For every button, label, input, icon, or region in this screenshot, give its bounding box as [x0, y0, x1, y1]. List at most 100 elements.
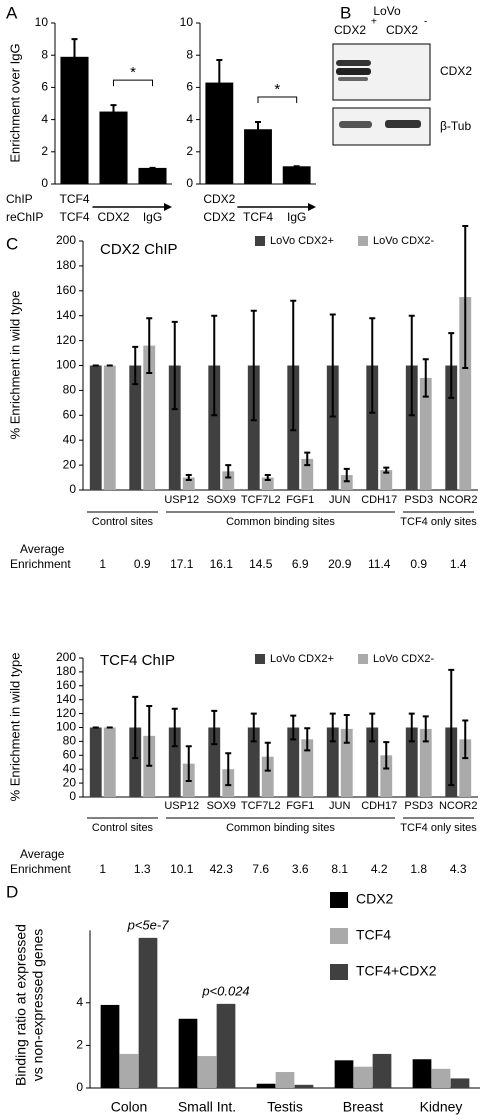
group-label: TCF4 only sites [400, 516, 477, 528]
chip-label: CDX2 [203, 192, 235, 206]
x-tick-label: Testis [267, 1099, 303, 1115]
bar [119, 1053, 139, 1088]
bar [326, 727, 339, 797]
x-tick-label: CDX2 [97, 210, 129, 224]
bar [103, 727, 116, 797]
average-enrichment: 20.9 [328, 557, 352, 571]
average-enrichment: 10.1 [170, 862, 194, 876]
y-tick-label: 80 [63, 734, 77, 748]
average-label: Enrichment [10, 862, 71, 876]
bar [99, 111, 128, 184]
y-tick-label: 10 [180, 15, 194, 29]
bar [326, 365, 339, 490]
y-tick-label: 100 [56, 720, 76, 734]
bar [138, 937, 158, 1088]
legend-swatch [358, 236, 368, 246]
bar [247, 365, 260, 490]
x-tick-label: IgG [143, 210, 162, 224]
legend-label: LoVo CDX2- [373, 235, 434, 247]
y-tick-label: 160 [56, 283, 76, 297]
bar [275, 1072, 295, 1088]
error-bar [71, 38, 78, 76]
error-bar [343, 467, 350, 483]
blot-cell-line: LoVo [373, 4, 401, 18]
error-bar [290, 714, 297, 741]
x-tick-label: USP12 [164, 800, 199, 812]
y-tick-label: 6 [41, 80, 48, 94]
y-tick-label: 120 [56, 333, 76, 347]
average-enrichment: 8.1 [331, 862, 348, 876]
panel-label: D [6, 882, 18, 901]
bar [138, 167, 167, 184]
x-tick-label: FGF1 [286, 494, 314, 506]
bar [334, 1060, 354, 1088]
error-bar [290, 299, 297, 432]
legend-label: TCF4+CDX2 [356, 963, 437, 979]
y-tick-label: 60 [63, 747, 77, 761]
bar [445, 365, 458, 490]
average-label: Average [20, 847, 65, 861]
error-bar [132, 345, 139, 386]
y-tick-label: 140 [56, 308, 76, 322]
bar [301, 458, 314, 490]
x-tick-label: USP12 [164, 494, 199, 506]
bar [178, 1018, 198, 1088]
annotation: p<5e-7 [127, 917, 170, 932]
bar [247, 727, 260, 797]
bar [412, 1059, 432, 1088]
bar [182, 477, 195, 490]
bar [287, 727, 300, 797]
y-axis-label: Enrichment over IgG [7, 43, 22, 162]
group-label: Common binding sites [226, 516, 335, 528]
average-label: Average [20, 542, 65, 556]
error-bar [110, 104, 117, 119]
legend-label: LoVo CDX2- [373, 653, 434, 665]
blot-lane: CDX2 [334, 23, 366, 37]
y-tick-label: 140 [56, 692, 76, 706]
error-bar [185, 474, 192, 482]
bar [100, 1004, 120, 1088]
error-bar [369, 712, 376, 743]
bar [366, 365, 379, 490]
error-bar [369, 317, 376, 414]
blot-band [336, 68, 371, 75]
annotation: p<0.024 [201, 983, 249, 998]
blot-band-label: β-Tub [440, 119, 471, 133]
panel-label: C [6, 234, 18, 253]
y-tick-label: 2 [41, 144, 48, 158]
x-tick-label: SOX9 [207, 494, 236, 506]
bar [380, 755, 393, 797]
x-tick-label: CDX2 [203, 210, 235, 224]
x-tick-label: TCF7L2 [241, 494, 281, 506]
annotation: * [130, 64, 136, 81]
error-bar [448, 668, 455, 787]
arrow-head [164, 203, 172, 211]
error-bar [422, 715, 429, 743]
chart-title: CDX2 ChIP [100, 241, 178, 258]
error-bar [304, 451, 311, 467]
bar [208, 365, 221, 490]
y-tick-label: 2 [186, 144, 193, 158]
y-tick-label: 6 [186, 80, 193, 94]
x-tick-label: SOX9 [207, 800, 236, 812]
y-tick-label: 40 [63, 432, 77, 446]
y-tick-label: 0 [76, 1080, 83, 1094]
y-tick-label: 160 [56, 678, 76, 692]
x-tick-label: Small Int. [178, 1099, 236, 1115]
blot-lane-sign: - [424, 17, 427, 28]
blot-band [339, 121, 372, 128]
y-tick-label: 200 [56, 233, 76, 247]
legend-swatch [255, 654, 265, 664]
y-tick-label: 20 [63, 457, 77, 471]
average-enrichment: 1.4 [450, 557, 467, 571]
bar [419, 728, 432, 797]
average-enrichment: 0.9 [410, 557, 427, 571]
bar [129, 365, 142, 490]
bar [222, 471, 235, 490]
bar [340, 728, 353, 797]
error-bar [264, 474, 271, 482]
annotation: * [274, 81, 280, 98]
x-tick-label: NCOR2 [439, 494, 478, 506]
error-bar [225, 464, 232, 479]
error-bar [250, 712, 257, 743]
